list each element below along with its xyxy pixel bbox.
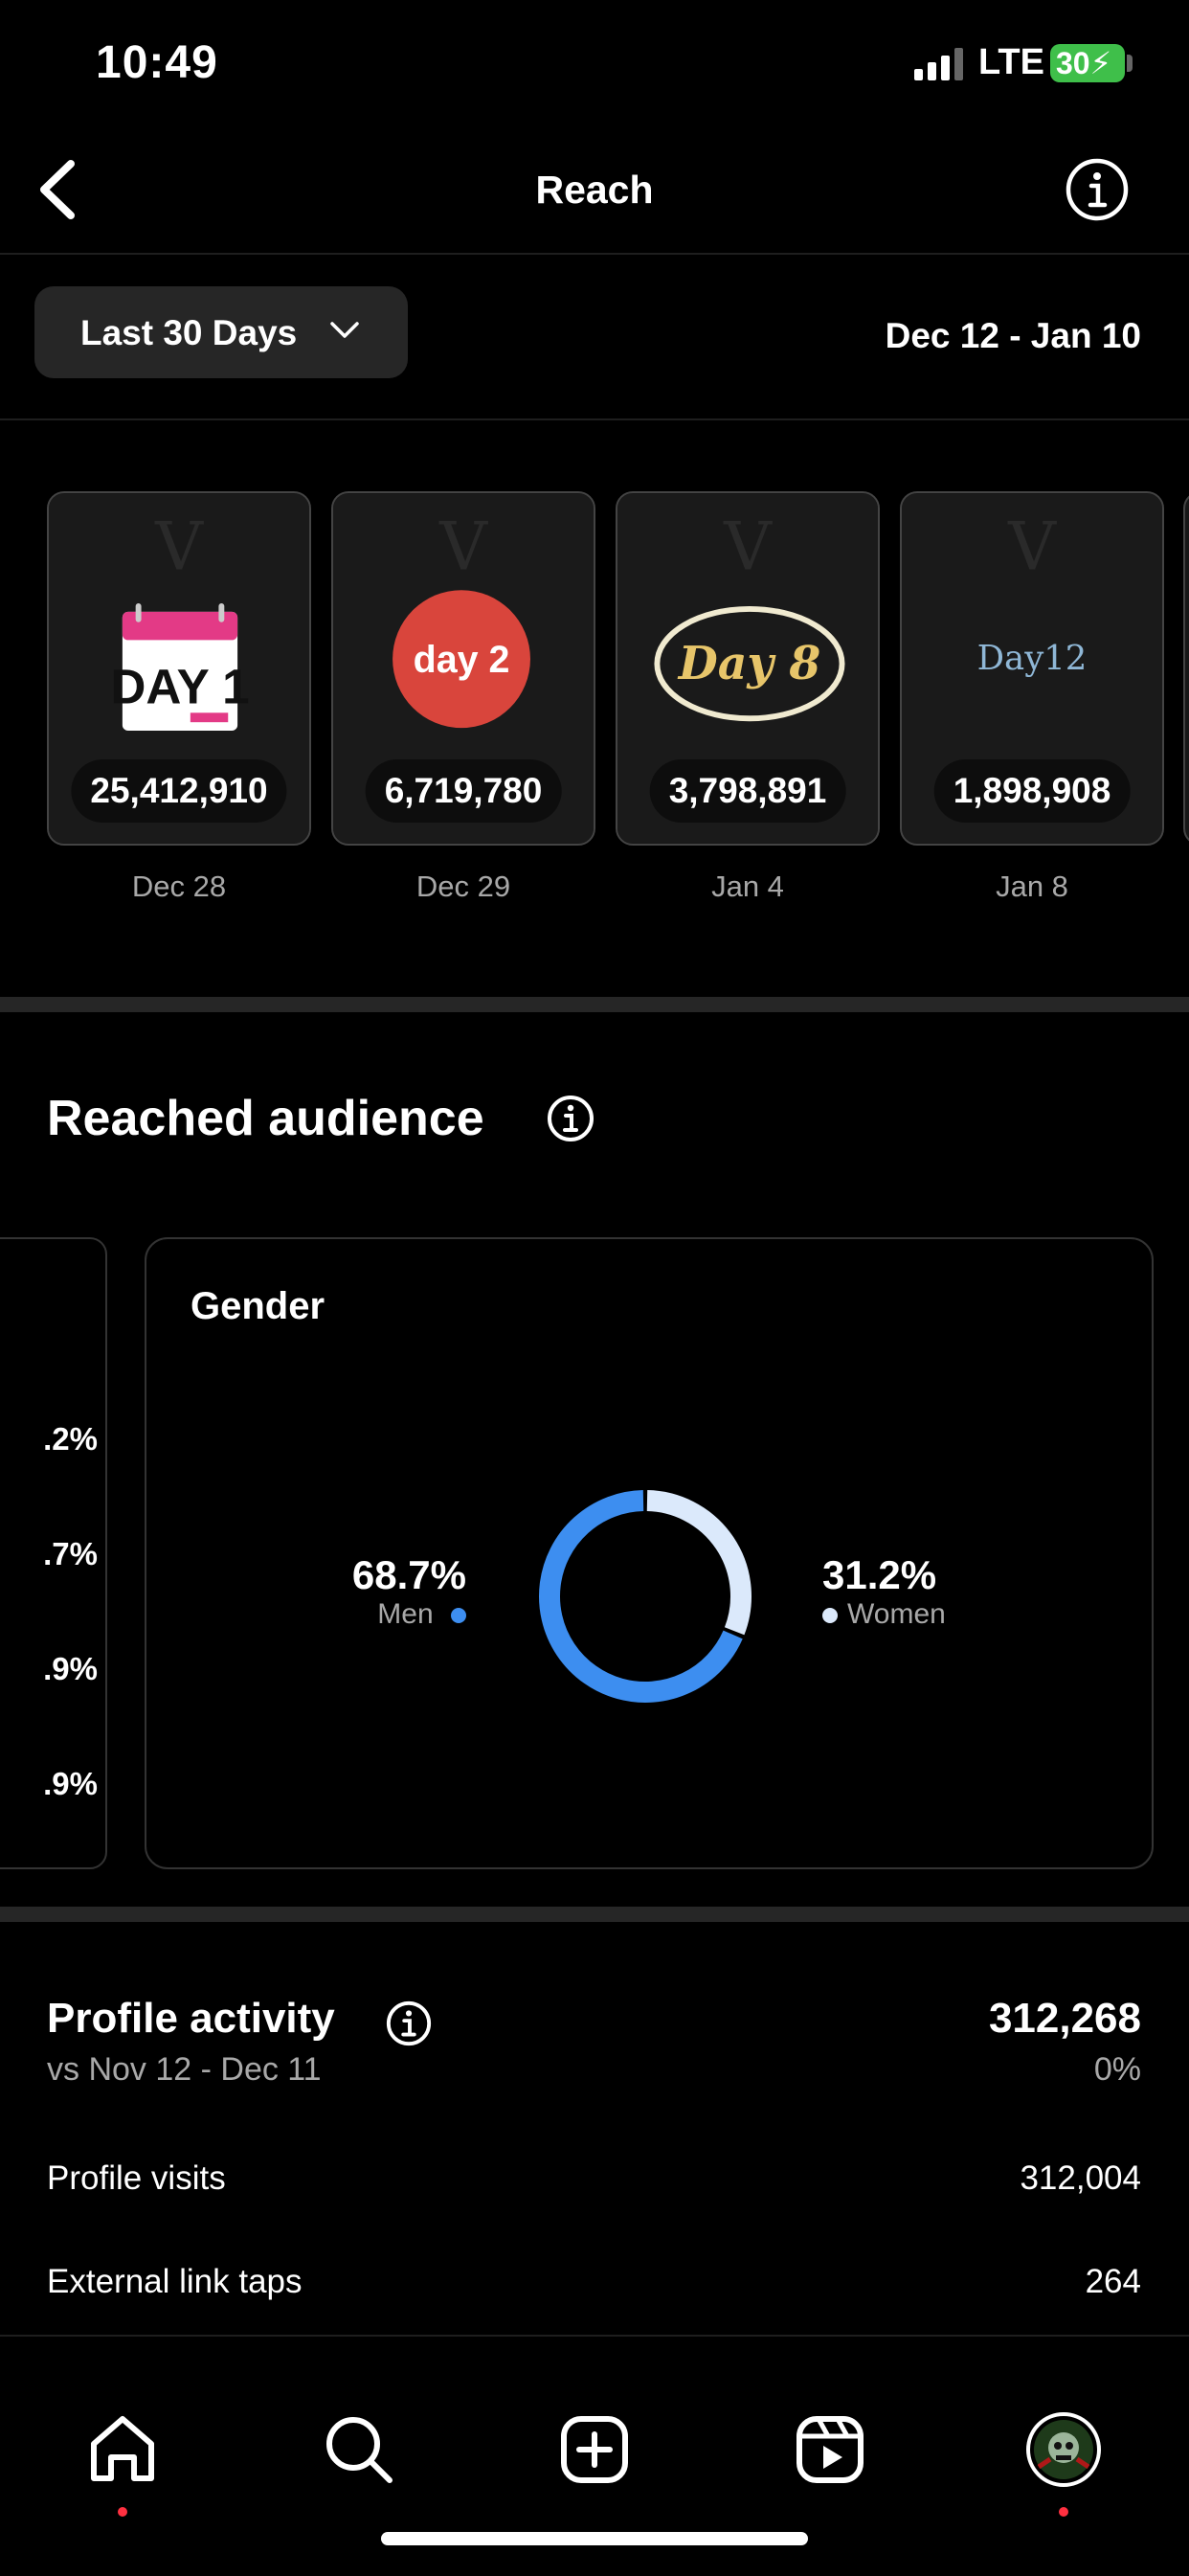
story-badge: DAY 1 (110, 659, 249, 713)
story-reach: 25,412,910 (71, 759, 287, 823)
audience-panel-partial[interactable]: .2% .7% .9% .9% (0, 1237, 107, 1869)
svg-text:V: V (154, 509, 204, 586)
date-range-dates: Dec 12 - Jan 10 (885, 316, 1141, 355)
reels-icon[interactable] (792, 2411, 868, 2488)
date-range-label: Last 30 Days (80, 313, 298, 352)
story-card[interactable]: V Day 8 3,798,891 (616, 491, 880, 846)
profile-visits-label: Profile visits (47, 2159, 226, 2197)
section-divider (0, 1907, 1189, 1922)
gender-title: Gender (191, 1285, 325, 1327)
story-reach: 1,898,908 (933, 759, 1131, 823)
men-legend-dot (451, 1608, 466, 1623)
story-card-partial[interactable] (1183, 491, 1189, 846)
home-notification-dot (118, 2507, 127, 2517)
divider (0, 253, 1189, 255)
home-icon[interactable] (84, 2411, 161, 2488)
women-percent: 31.2% (822, 1552, 937, 1597)
info-icon[interactable] (1065, 157, 1130, 222)
women-stat: 31.2% Women (822, 1552, 946, 1631)
panel-percent: .2% (43, 1421, 98, 1457)
story-date: Jan 4 (711, 870, 784, 903)
signal-icon (914, 48, 963, 80)
external-link-taps-value: 264 (1085, 2263, 1141, 2300)
network-type: LTE (978, 42, 1044, 82)
story-badge: day 2 (414, 639, 510, 681)
profile-notification-dot (1059, 2507, 1068, 2517)
story-date: Dec 28 (131, 870, 227, 903)
panel-percent: .7% (43, 1536, 98, 1571)
page-title: Reach (535, 168, 654, 212)
section-divider (0, 997, 1189, 1012)
create-icon[interactable] (556, 2411, 633, 2488)
story-date: Jan 8 (996, 870, 1068, 903)
story-card[interactable]: V Day12 1,898,908 (900, 491, 1164, 846)
date-range-dropdown[interactable]: Last 30 Days (34, 286, 408, 378)
battery-level: 30 (1056, 46, 1090, 80)
profile-activity-change: 0% (1093, 2051, 1141, 2088)
donut-slice-men (539, 1490, 743, 1703)
battery-cap (1127, 55, 1133, 72)
svg-text:V: V (723, 509, 773, 586)
profile-activity-title: Profile activity (47, 1995, 335, 2042)
story-reach: 3,798,891 (649, 759, 846, 823)
men-percent: 68.7% (351, 1552, 466, 1597)
profile-activity-total: 312,268 (988, 1995, 1141, 2042)
men-stat: 68.7% Men (352, 1552, 466, 1631)
donut-slice-women (646, 1490, 752, 1636)
profile-avatar[interactable] (1025, 2411, 1102, 2488)
chevron-down-icon (330, 322, 359, 338)
info-icon[interactable] (546, 1094, 595, 1143)
external-link-taps-label: External link taps (47, 2263, 303, 2300)
reached-audience-title: Reached audience (47, 1091, 484, 1146)
story-card[interactable]: V day 2 6,719,780 (331, 491, 595, 846)
story-date: Dec 29 (415, 870, 511, 903)
panel-percent: .9% (43, 1651, 98, 1686)
story-reach: 6,719,780 (365, 759, 562, 823)
info-icon[interactable] (385, 2000, 433, 2047)
divider (0, 418, 1189, 420)
gender-panel[interactable]: Gender 68.7% Men 31.2% Women (145, 1237, 1154, 1869)
svg-text:V: V (438, 509, 488, 586)
profile-activity-comparison: vs Nov 12 - Dec 11 (47, 2051, 322, 2088)
story-badge: Day 8 (677, 638, 821, 690)
svg-text:V: V (1007, 509, 1057, 586)
status-time: 10:49 (96, 37, 218, 88)
women-label: Women (847, 1598, 946, 1630)
profile-visits-value: 312,004 (1020, 2159, 1141, 2197)
women-legend-dot (822, 1608, 838, 1623)
story-badge: Day12 (977, 639, 1088, 678)
story-card[interactable]: V DAY 1 25,412,910 (47, 491, 311, 846)
gender-donut-chart (539, 1490, 752, 1703)
search-icon[interactable] (321, 2411, 397, 2488)
battery-icon: 30⚡ (1050, 44, 1125, 82)
men-label: Men (377, 1598, 434, 1630)
home-indicator (381, 2532, 808, 2545)
back-chevron-icon[interactable] (34, 158, 80, 221)
panel-percent: .9% (43, 1766, 98, 1801)
